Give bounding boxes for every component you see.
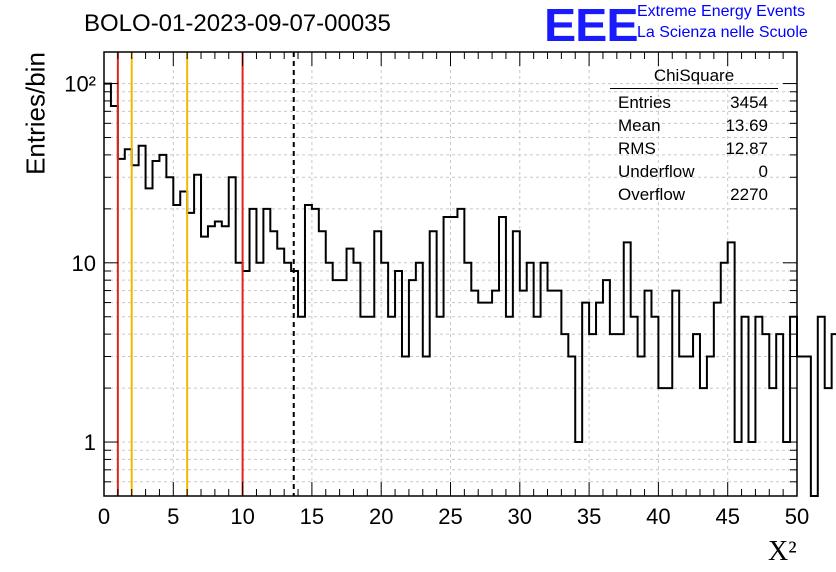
x-tick-label: 5 [167,504,179,529]
histogram-series [104,82,836,497]
x-axis-label: X² [768,536,797,567]
x-tick-label: 35 [577,504,601,529]
x-tick-label: 25 [438,504,462,529]
stats-row-entries: Entries 3454 [610,91,778,114]
x-tick-label: 30 [508,504,532,529]
y-axis-label: Entries/bin [20,52,51,175]
stats-value: 3454 [730,93,768,112]
y-tick-label: 10² [64,72,96,97]
logo-text-line2: La Scienza nelle Scuole [637,24,808,41]
chart-title: BOLO-01-2023-09-07-00035 [84,10,391,37]
stats-value: 2270 [730,185,768,204]
stats-box: ChiSquare Entries 3454 Mean 13.69 RMS 12.87… [610,66,778,206]
logo-text-line1: Extreme Energy Events [637,3,806,20]
y-tick-label: 10 [72,251,96,276]
stats-row-mean: Mean 13.69 [610,114,778,137]
stats-label: RMS [618,139,656,158]
stats-label: Overflow [618,185,686,204]
x-tick-label: 45 [715,504,739,529]
axis-ticks [103,52,798,497]
stats-title: ChiSquare [610,66,778,89]
x-tick-label: 15 [300,504,324,529]
x-tick-label: 0 [98,504,110,529]
y-tick-label: 1 [84,430,96,455]
stats-label: Entries [618,93,671,112]
x-tick-label: 10 [230,504,254,529]
x-tick-label: 40 [646,504,670,529]
eee-logo: EEE [544,0,639,51]
stats-value: 0 [758,162,768,181]
x-tick-label: 20 [369,504,393,529]
histogram-line [104,82,836,497]
stats-row-rms: RMS 12.87 [610,137,778,160]
stats-row-underflow: Underflow 0 [610,160,778,183]
stats-value: 13.69 [725,116,768,135]
reference-lines [116,52,295,496]
stats-row-overflow: Overflow 2270 [610,183,778,206]
x-tick-label: 50 [785,504,809,529]
stats-label: Underflow [618,162,695,181]
stats-value: 12.87 [725,139,768,158]
stats-label: Mean [618,116,661,135]
tick-labels: 1 10 10² 0 5 10 15 20 25 30 35 40 45 50 [64,72,809,529]
